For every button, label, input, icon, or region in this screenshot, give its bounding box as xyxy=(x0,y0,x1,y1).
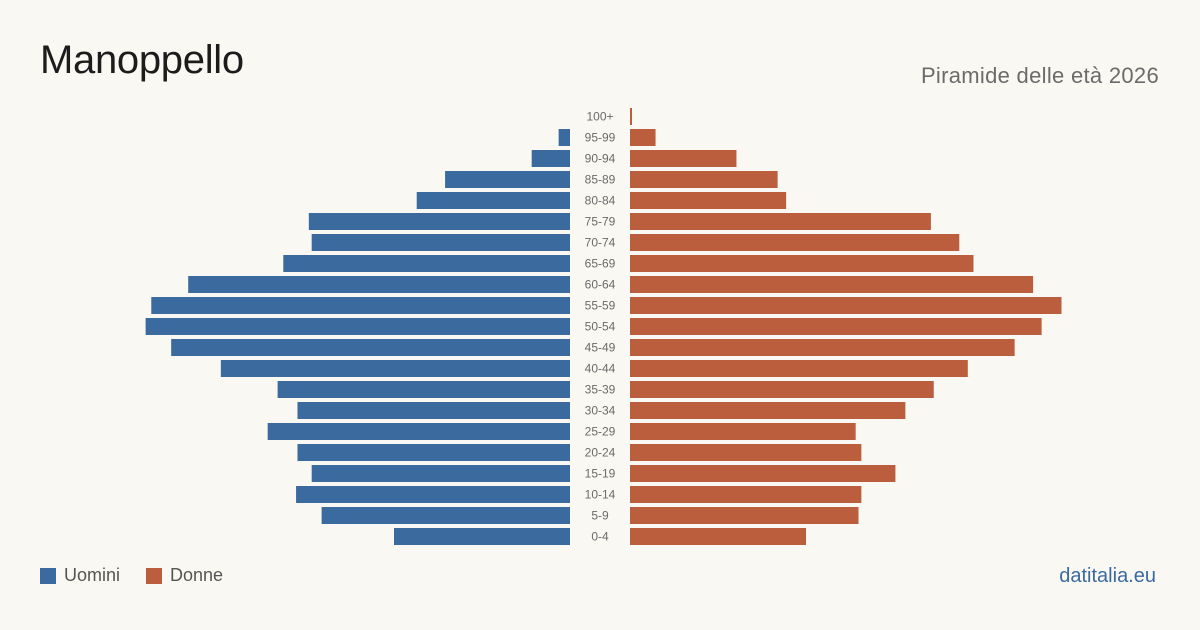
age-label-55-59: 55-59 xyxy=(585,299,616,313)
bar-men-95-99 xyxy=(558,129,570,146)
bar-men-45-49 xyxy=(171,339,570,356)
bar-men-0-4 xyxy=(394,528,570,545)
population-pyramid-chart: 100+ 95-99 90-94 85-89 80-84 75-79 70-74 65-69 6… xyxy=(145,108,1062,545)
bar-men-80-84 xyxy=(416,192,570,209)
brand-link[interactable]: datitalia.eu xyxy=(1059,565,1156,587)
age-label-75-79: 75-79 xyxy=(585,215,616,229)
bar-men-5-9 xyxy=(321,507,570,524)
bar-women-100+ xyxy=(630,108,632,125)
bar-women-20-24 xyxy=(630,444,862,461)
chart-subtitle: Piramide delle età 2026 xyxy=(920,63,1159,88)
bar-men-20-24 xyxy=(297,444,570,461)
bar-women-60-64 xyxy=(630,276,1034,293)
bar-women-95-99 xyxy=(630,129,656,146)
age-label-100+: 100+ xyxy=(586,110,613,124)
bar-women-70-74 xyxy=(630,234,960,251)
legend-item-men: Uomini xyxy=(40,565,120,586)
age-label-40-44: 40-44 xyxy=(585,362,616,376)
age-label-25-29: 25-29 xyxy=(585,425,616,439)
age-label-90-94: 90-94 xyxy=(585,152,616,166)
bar-women-55-59 xyxy=(630,297,1062,314)
age-label-80-84: 80-84 xyxy=(585,194,616,208)
bar-men-25-29 xyxy=(267,423,570,440)
legend-item-women: Donne xyxy=(146,565,223,586)
bar-women-65-69 xyxy=(630,255,974,272)
age-label-10-14: 10-14 xyxy=(585,488,616,502)
bar-women-25-29 xyxy=(630,423,856,440)
bar-women-0-4 xyxy=(630,528,806,545)
age-label-15-19: 15-19 xyxy=(585,467,616,481)
age-label-5-9: 5-9 xyxy=(591,509,609,523)
bar-men-35-39 xyxy=(277,381,570,398)
age-label-20-24: 20-24 xyxy=(585,446,616,460)
bar-men-40-44 xyxy=(220,360,570,377)
age-label-35-39: 35-39 xyxy=(585,383,616,397)
bar-men-75-79 xyxy=(308,213,570,230)
legend: Uomini Donne xyxy=(40,565,249,586)
bar-men-50-54 xyxy=(145,318,570,335)
bar-men-55-59 xyxy=(151,297,570,314)
bar-women-75-79 xyxy=(630,213,931,230)
bar-women-30-34 xyxy=(630,402,906,419)
bar-women-15-19 xyxy=(630,465,896,482)
bar-men-65-69 xyxy=(283,255,570,272)
age-label-0-4: 0-4 xyxy=(591,530,609,544)
legend-label-women: Donne xyxy=(170,565,224,585)
bar-men-90-94 xyxy=(531,150,570,167)
bar-women-80-84 xyxy=(630,192,787,209)
bar-women-85-89 xyxy=(630,171,778,188)
age-label-30-34: 30-34 xyxy=(585,404,616,418)
age-label-70-74: 70-74 xyxy=(585,236,616,250)
bar-women-5-9 xyxy=(630,507,859,524)
age-label-95-99: 95-99 xyxy=(585,131,616,145)
chart-title: Manoppello xyxy=(40,38,244,82)
bar-men-70-74 xyxy=(311,234,570,251)
legend-label-men: Uomini xyxy=(64,565,121,585)
legend-swatch-women xyxy=(146,567,163,584)
bar-women-90-94 xyxy=(630,150,737,167)
bar-men-15-19 xyxy=(311,465,570,482)
age-label-50-54: 50-54 xyxy=(585,320,616,334)
age-label-60-64: 60-64 xyxy=(585,278,616,292)
age-label-85-89: 85-89 xyxy=(585,173,616,187)
bar-men-60-64 xyxy=(188,276,570,293)
bar-women-35-39 xyxy=(630,381,934,398)
bar-men-30-34 xyxy=(297,402,570,419)
bar-men-85-89 xyxy=(445,171,570,188)
age-label-65-69: 65-69 xyxy=(585,257,616,271)
age-label-45-49: 45-49 xyxy=(585,341,616,355)
bar-women-50-54 xyxy=(630,318,1042,335)
bar-women-40-44 xyxy=(630,360,968,377)
legend-swatch-men xyxy=(40,567,56,584)
bar-men-10-14 xyxy=(296,486,570,503)
bar-women-45-49 xyxy=(630,339,1015,356)
bar-women-10-14 xyxy=(630,486,862,503)
